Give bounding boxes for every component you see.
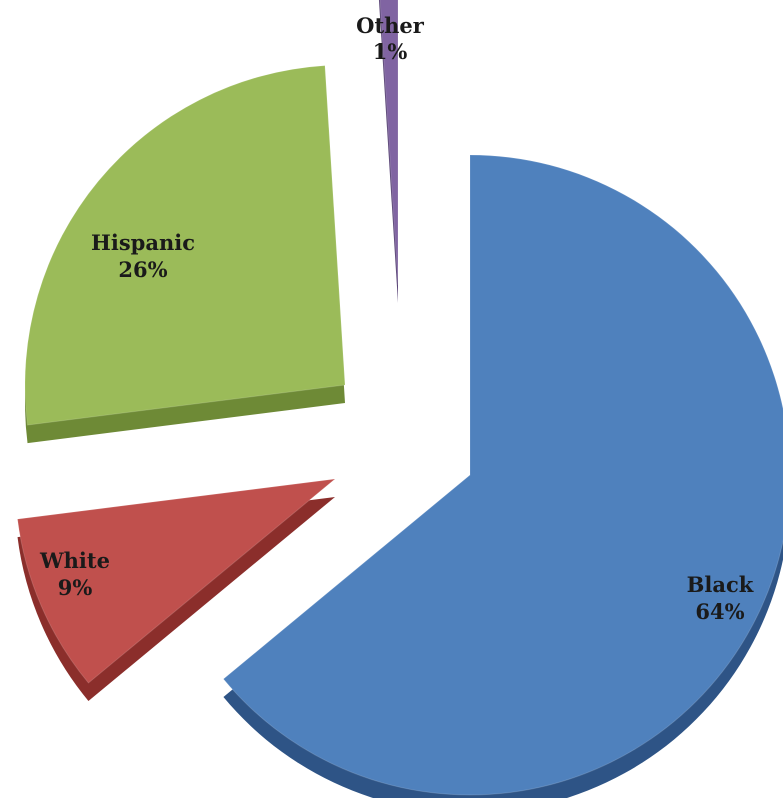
slice-value-black: 64% (695, 599, 744, 624)
slice-label-black: Black (687, 572, 754, 597)
slice-label-white: White (39, 548, 110, 573)
slice-value-hispanic: 26% (118, 257, 167, 282)
slice-label-hispanic: Hispanic (91, 230, 195, 255)
slice-value-white: 9% (58, 575, 93, 600)
slice-hispanic (24, 65, 346, 426)
slice-black (222, 154, 783, 796)
slice-other (379, 0, 399, 286)
slice-white (16, 478, 337, 684)
slice-value-other: 1% (373, 39, 408, 64)
slice-label-other: Other (356, 13, 425, 38)
slice-tops (16, 0, 783, 796)
